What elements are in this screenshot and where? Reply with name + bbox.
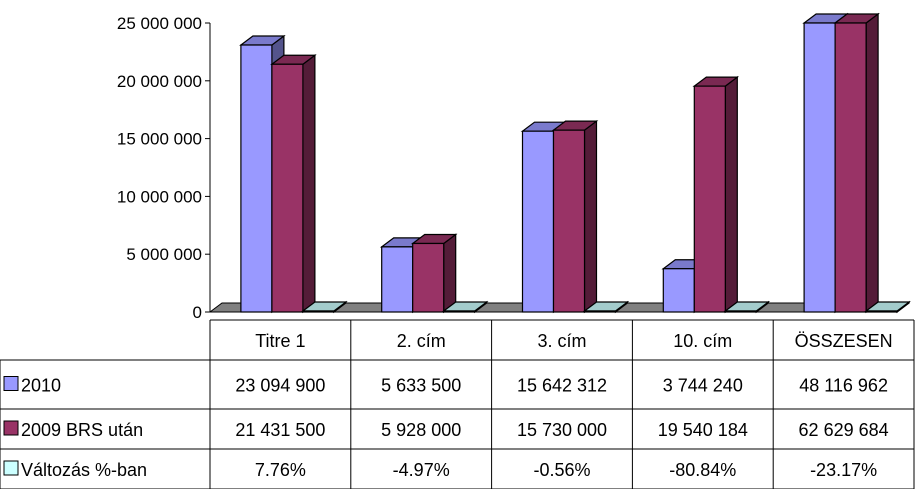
data-label: 7.76% [255, 460, 306, 480]
legend-swatch [3, 376, 19, 391]
bar-3-5 [864, 300, 911, 314]
bar-2-4 [692, 75, 740, 314]
category-label: 10. cím [673, 331, 732, 351]
data-label: 15 730 000 [517, 420, 607, 440]
bar-front [443, 310, 476, 313]
bars-layer [239, 12, 911, 314]
y-tick-label: 10 000 000 [117, 187, 202, 206]
legend-label: 2009 BRS után [21, 420, 143, 440]
bar-2-5 [833, 12, 880, 314]
bar-front [834, 22, 867, 313]
category-label: Titre 1 [255, 331, 305, 351]
data-label: 21 431 500 [235, 420, 325, 440]
bar-front [240, 44, 273, 313]
bar-front [552, 129, 586, 313]
data-label: 48 116 962 [799, 376, 888, 396]
bar-2-3 [551, 119, 599, 314]
category-label: 2. cím [397, 331, 446, 351]
bar-front [693, 85, 726, 313]
bar-front [521, 130, 555, 313]
bar-front [381, 246, 414, 313]
bar-front [724, 310, 757, 313]
data-label: 23 094 900 [235, 376, 325, 396]
legend-label: 2010 [21, 376, 61, 396]
data-label: 15 642 312 [517, 376, 607, 396]
bar-side [443, 233, 457, 314]
y-tick-label: 5 000 000 [126, 245, 202, 264]
bar-front [412, 242, 445, 313]
bar-side [865, 12, 879, 314]
legend-label: Változás %-ban [21, 460, 147, 480]
bar-front [865, 310, 898, 313]
data-table: Titre 1 2. cím 3. cím 10. cím ÖSSZESEN 2010 23… [0, 319, 915, 489]
y-tick-label: 25 000 000 [117, 14, 202, 33]
category-label: ÖSSZESEN [795, 331, 893, 351]
bar-3-4 [723, 300, 771, 314]
legend-swatch [3, 420, 19, 436]
y-tick-label: 20 000 000 [117, 72, 202, 91]
data-label: 5 633 500 [381, 376, 461, 396]
bar-3-1 [301, 300, 348, 314]
bar-side [724, 75, 738, 314]
data-label: 19 540 184 [658, 420, 748, 440]
bar-2-1 [270, 54, 317, 314]
y-tick-label: 0 [193, 303, 202, 322]
data-label: -23.17% [810, 460, 877, 480]
data-label: -0.56% [533, 460, 590, 480]
data-label: 5 928 000 [381, 420, 461, 440]
axis-layer: 0 5 000 000 10 000 000 15 000 000 20 000 000… [117, 14, 910, 322]
data-label: 3 744 240 [663, 376, 743, 396]
bar-2-2 [410, 233, 458, 314]
bar-front [271, 63, 304, 313]
category-label: 3. cím [537, 331, 586, 351]
bar-front [302, 310, 335, 313]
bar-side [302, 54, 316, 314]
bar-front [803, 22, 836, 313]
bar-front [662, 268, 695, 313]
bar-side [583, 119, 598, 314]
data-label: 62 629 684 [799, 420, 889, 440]
data-label: -4.97% [393, 460, 450, 480]
bar-3-3 [582, 300, 630, 314]
y-tick-label: 15 000 000 [117, 130, 202, 149]
data-label: -80.84% [669, 460, 736, 480]
bar-3-2 [441, 300, 489, 314]
legend-swatch [3, 460, 19, 476]
bar-front [583, 310, 617, 313]
